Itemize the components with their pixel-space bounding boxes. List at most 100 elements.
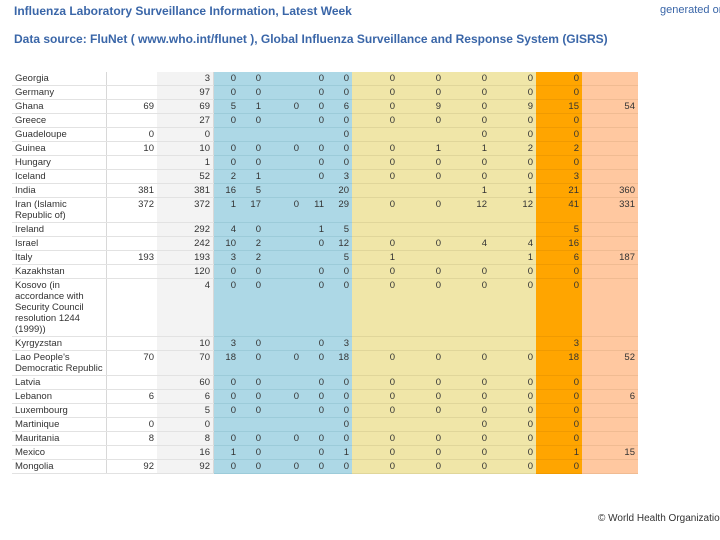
value-cell: 0 <box>327 141 352 156</box>
value-cell: 0 <box>352 278 398 337</box>
value-cell: 69 <box>157 99 214 114</box>
value-cell: 0 <box>352 169 398 184</box>
value-cell: 0 <box>444 389 490 404</box>
value-cell: 0 <box>444 169 490 184</box>
value-cell: 0 <box>490 72 536 86</box>
value-cell: 92 <box>106 459 157 474</box>
country-cell: Kosovo (in accordance with Security Coun… <box>12 278 107 337</box>
value-cell: 0 <box>536 155 582 170</box>
value-cell: 0 <box>352 155 398 170</box>
value-cell: 16 <box>213 183 239 198</box>
table-row: Latvia 60 0 0 0 0 0 0 0 0 0 <box>12 375 638 390</box>
country-cell: Martinique <box>12 417 107 432</box>
value-cell: 2 <box>490 141 536 156</box>
country-cell: Mauritania <box>12 431 107 446</box>
value-cell: 0 <box>264 350 302 376</box>
country-cell: Lao People's Democratic Republic <box>12 350 107 376</box>
value-cell <box>264 155 302 170</box>
value-cell: 0 <box>444 127 490 142</box>
value-cell: 0 <box>352 141 398 156</box>
value-cell: 381 <box>106 183 157 198</box>
country-cell: Kazakhstan <box>12 264 107 279</box>
value-cell: 0 <box>536 417 582 432</box>
value-cell: 3 <box>327 169 352 184</box>
value-cell: 0 <box>352 445 398 460</box>
value-cell: 0 <box>239 350 264 376</box>
value-cell: 0 <box>239 278 264 337</box>
value-cell <box>264 127 302 142</box>
value-cell: 4 <box>213 222 239 237</box>
table-row: Italy 193 193 3 2 5 1 1 6 187 <box>12 250 638 265</box>
value-cell: 0 <box>444 113 490 128</box>
value-cell: 54 <box>582 99 638 114</box>
value-cell: 3 <box>213 336 239 351</box>
value-cell <box>582 459 638 474</box>
value-cell: 0 <box>264 459 302 474</box>
table-row: Luxembourg 5 0 0 0 0 0 0 0 0 0 <box>12 403 638 418</box>
value-cell: 69 <box>106 99 157 114</box>
surveillance-table: Georgia 3 0 0 0 0 0 0 0 0 0 Germany 97 0 0 0 0 0 0 0 0 0 Ghana… <box>12 72 638 474</box>
value-cell: 0 <box>213 85 239 100</box>
value-cell: 2 <box>213 169 239 184</box>
value-cell: 1 <box>213 445 239 460</box>
country-cell: India <box>12 183 107 198</box>
value-cell <box>106 278 157 337</box>
value-cell: 0 <box>536 431 582 446</box>
value-cell: 5 <box>327 250 352 265</box>
value-cell: 0 <box>352 236 398 251</box>
value-cell: 0 <box>327 72 352 86</box>
country-cell: Germany <box>12 85 107 100</box>
value-cell: 0 <box>398 278 444 337</box>
value-cell: 0 <box>444 417 490 432</box>
value-cell: 0 <box>327 278 352 337</box>
value-cell <box>582 113 638 128</box>
value-cell: 1 <box>444 183 490 198</box>
value-cell: 0 <box>302 336 327 351</box>
value-cell: 0 <box>213 72 239 86</box>
value-cell <box>264 417 302 432</box>
table-row: Guadeloupe 0 0 0 0 0 0 <box>12 127 638 142</box>
value-cell: 193 <box>157 250 214 265</box>
value-cell: 0 <box>490 155 536 170</box>
country-cell: Mexico <box>12 445 107 460</box>
value-cell: 372 <box>106 197 157 223</box>
value-cell: 0 <box>536 85 582 100</box>
value-cell: 0 <box>239 459 264 474</box>
value-cell: 0 <box>157 127 214 142</box>
value-cell: 0 <box>302 99 327 114</box>
value-cell: 0 <box>398 169 444 184</box>
value-cell: 0 <box>398 197 444 223</box>
value-cell <box>352 336 398 351</box>
value-cell <box>352 127 398 142</box>
country-cell: Luxembourg <box>12 403 107 418</box>
value-cell: 0 <box>352 459 398 474</box>
value-cell: 2 <box>239 236 264 251</box>
value-cell: 6 <box>536 250 582 265</box>
value-cell: 0 <box>213 389 239 404</box>
value-cell: 17 <box>239 197 264 223</box>
value-cell: 0 <box>444 85 490 100</box>
value-cell: 10 <box>213 236 239 251</box>
value-cell <box>264 169 302 184</box>
value-cell: 0 <box>490 113 536 128</box>
value-cell: 1 <box>302 222 327 237</box>
value-cell: 16 <box>536 236 582 251</box>
value-cell: 0 <box>239 85 264 100</box>
page-title: Influenza Laboratory Surveillance Inform… <box>14 4 352 18</box>
value-cell: 20 <box>327 183 352 198</box>
value-cell: 0 <box>490 278 536 337</box>
value-cell: 0 <box>536 389 582 404</box>
value-cell: 0 <box>352 72 398 86</box>
value-cell: 0 <box>490 431 536 446</box>
value-cell <box>444 336 490 351</box>
value-cell: 6 <box>157 389 214 404</box>
value-cell: 0 <box>302 459 327 474</box>
value-cell: 4 <box>157 278 214 337</box>
value-cell: 0 <box>444 278 490 337</box>
value-cell: 0 <box>490 375 536 390</box>
country-cell: Iceland <box>12 169 107 184</box>
value-cell: 1 <box>327 445 352 460</box>
value-cell <box>264 183 302 198</box>
value-cell <box>582 417 638 432</box>
value-cell: 0 <box>302 236 327 251</box>
